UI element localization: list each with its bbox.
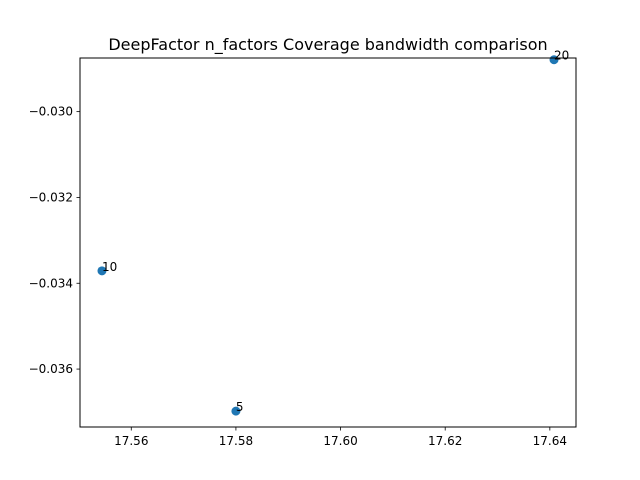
data-point-label: 20 <box>554 49 569 63</box>
data-point-label: 10 <box>102 260 117 274</box>
chart-title: DeepFactor n_factors Coverage bandwidth … <box>108 35 547 55</box>
y-tick-label: −0.034 <box>29 276 73 290</box>
data-point <box>231 406 241 416</box>
x-tick-label: 17.60 <box>323 434 357 448</box>
x-tick-label: 17.58 <box>219 434 253 448</box>
plot-area-frame <box>79 57 577 428</box>
x-tick-label: 17.64 <box>533 434 567 448</box>
x-tick-label: 17.62 <box>428 434 462 448</box>
y-tick-label: −0.030 <box>29 105 73 119</box>
data-point-label: 5 <box>236 400 244 414</box>
y-tick-label: −0.036 <box>29 362 73 376</box>
data-point <box>549 55 559 65</box>
data-point <box>97 266 107 276</box>
x-tick-label: 17.56 <box>114 434 148 448</box>
y-tick-label: −0.032 <box>29 190 73 204</box>
